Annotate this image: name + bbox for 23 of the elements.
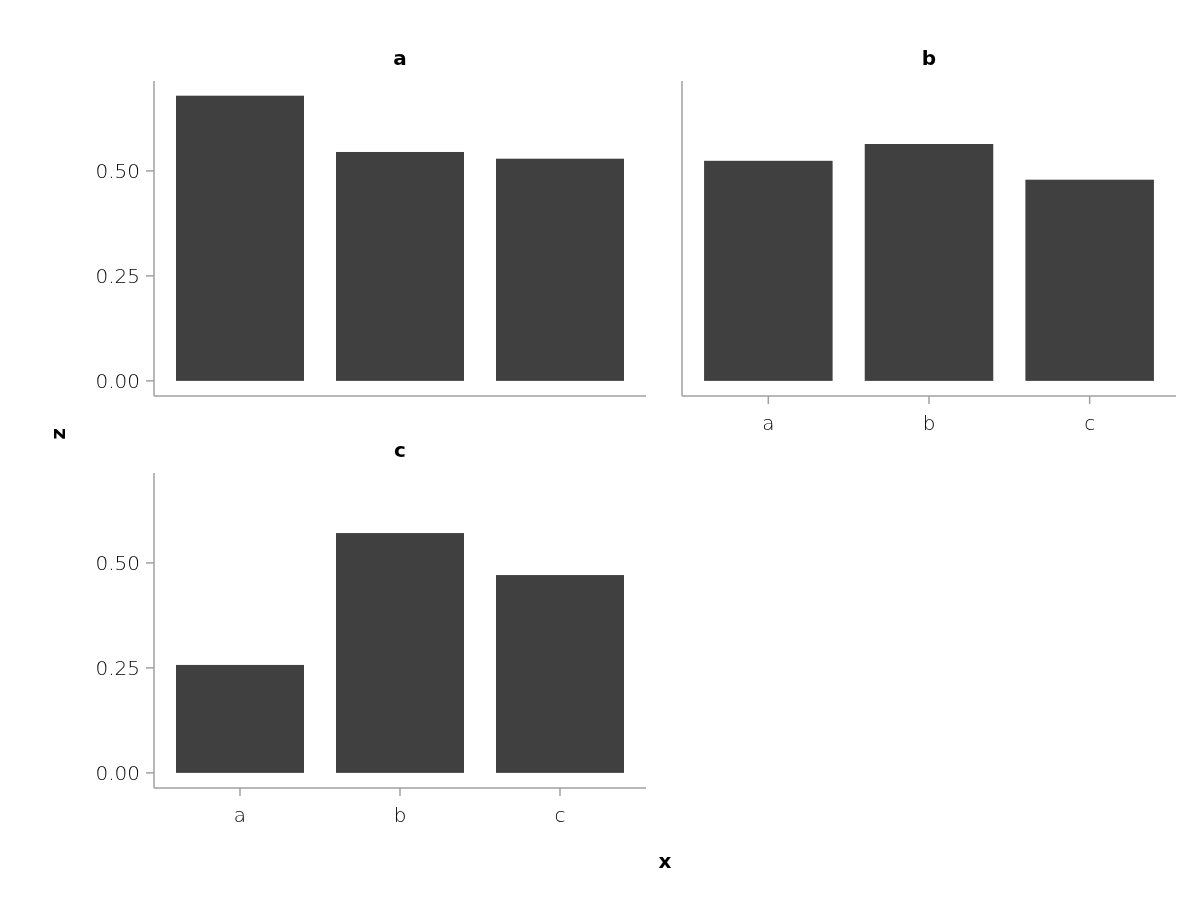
x-axis-title: x (658, 849, 672, 873)
y-axis-title: z (46, 428, 70, 440)
bar (176, 664, 304, 773)
chart-title: c (394, 438, 406, 462)
bar (336, 533, 464, 773)
bar (176, 95, 304, 381)
x-tick-label: b (393, 803, 407, 827)
bar (336, 151, 464, 381)
y-tick-label: 0.00 (95, 368, 140, 393)
y-tick-label: 0.50 (95, 158, 140, 183)
x-tick-label: a (762, 411, 775, 435)
bar (496, 575, 624, 773)
chart-title: b (921, 46, 937, 70)
y-tick-label: 0.50 (95, 550, 140, 575)
x-tick-label: b (922, 411, 936, 435)
y-tick-label: 0.00 (95, 760, 140, 785)
chart-title: a (393, 46, 407, 70)
y-tick-label: 0.25 (95, 263, 140, 288)
x-tick-label: a (233, 803, 247, 827)
x-tick-label: c (554, 803, 566, 827)
bar (496, 158, 624, 381)
y-tick-label: 0.25 (95, 655, 140, 680)
x-tick-label: c (1084, 411, 1096, 435)
